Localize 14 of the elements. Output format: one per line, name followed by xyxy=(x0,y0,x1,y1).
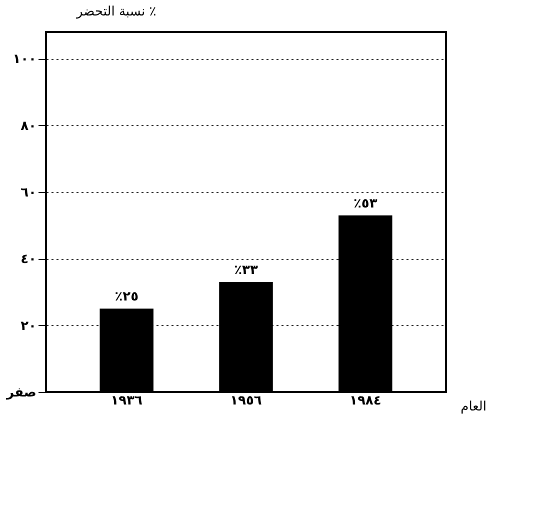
data-label: ٪٥٣ xyxy=(353,196,378,212)
y-tick-label: ٦٠ xyxy=(20,186,36,200)
x-tick-label: ١٩٨٤ xyxy=(350,394,382,408)
y-tick-label: ٤٠ xyxy=(20,252,36,268)
y-tick-label: ٢٠ xyxy=(20,318,36,334)
x-tick-label: ١٩٣٦ xyxy=(110,394,143,408)
x-tick-label: ١٩٥٦ xyxy=(230,394,262,408)
data-label: ٪٣٣ xyxy=(234,263,258,278)
y-tick-label: ١٠٠ xyxy=(12,52,36,68)
y-tick-label: ٨٠ xyxy=(20,118,36,134)
y-tick-label: صفر xyxy=(5,386,36,400)
y-axis-title: نسبة التحضر ٪ xyxy=(76,4,156,20)
data-label: ٪٢٥ xyxy=(114,290,139,305)
x-axis-title: العام xyxy=(460,400,486,414)
